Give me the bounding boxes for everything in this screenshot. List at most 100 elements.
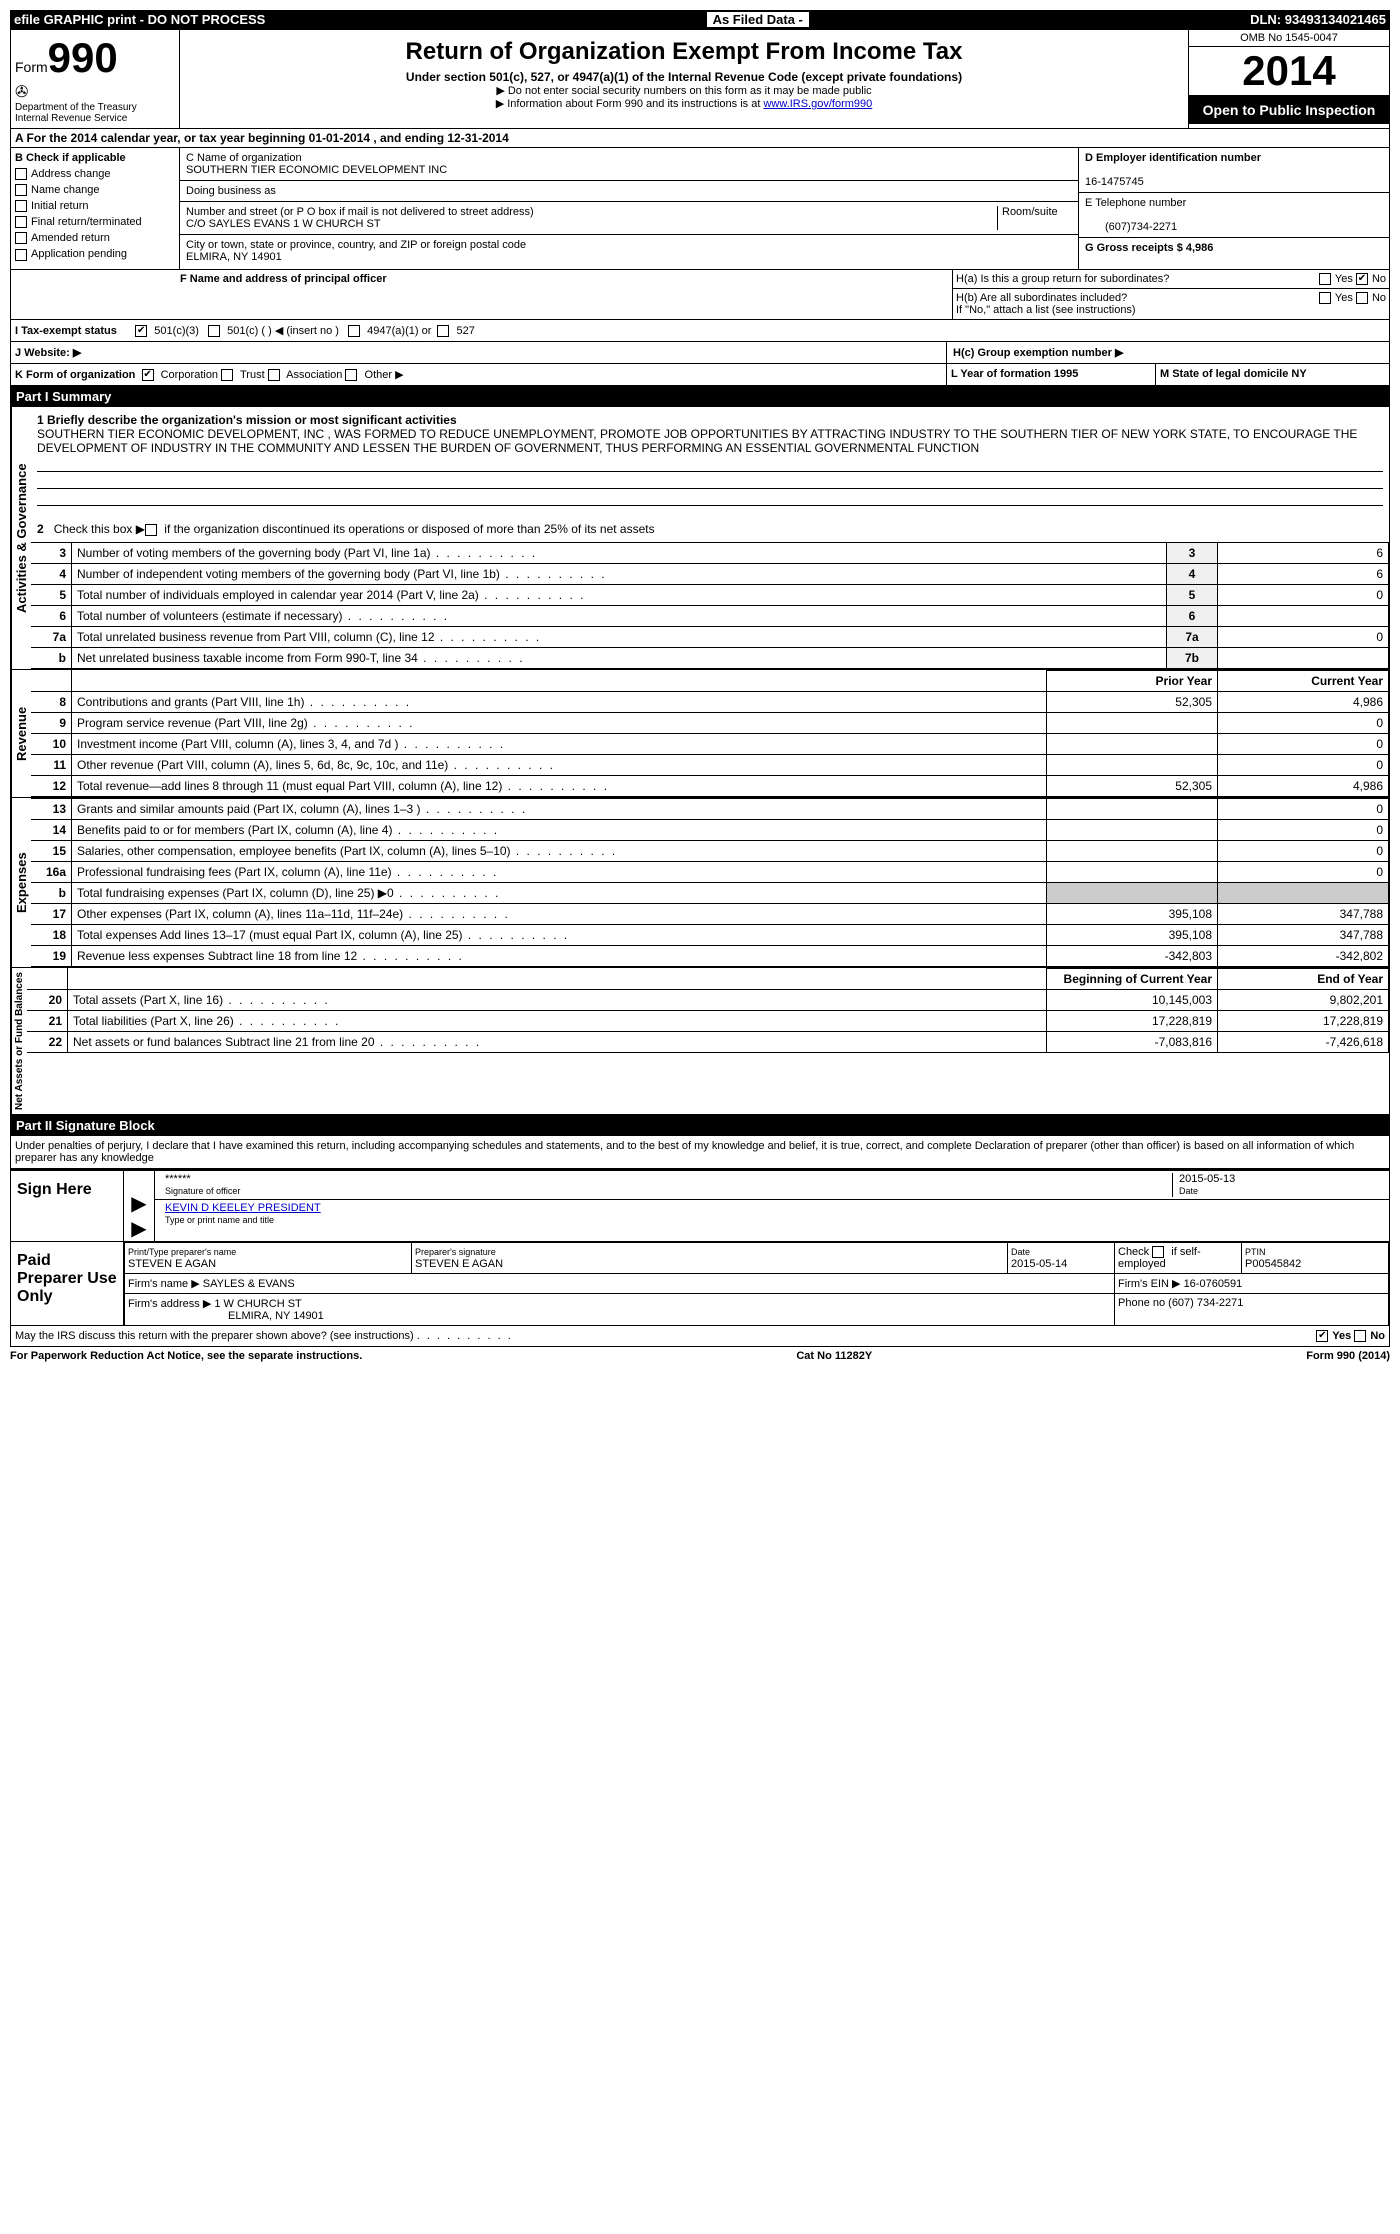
footer-mid: Cat No 11282Y: [796, 1350, 872, 1362]
no-1: No: [1372, 273, 1386, 285]
ein-label: D Employer identification number: [1085, 152, 1261, 164]
line-num: 18: [31, 924, 72, 945]
lbl-name: Name change: [31, 184, 100, 196]
line-num: 12: [31, 775, 72, 796]
form-subtitle: Under section 501(c), 527, or 4947(a)(1)…: [184, 70, 1184, 84]
col-c: C Name of organization SOUTHERN TIER ECO…: [180, 148, 1078, 269]
chk-initial[interactable]: [15, 200, 27, 212]
mission-q2: 2 Check this box ▶ if the organization d…: [37, 522, 655, 536]
chk-ha-yes[interactable]: [1319, 273, 1331, 285]
line-desc: Contributions and grants (Part VIII, lin…: [72, 691, 1047, 712]
prep-date-label: Date: [1011, 1247, 1030, 1257]
prep-name: STEVEN E AGAN: [128, 1258, 216, 1270]
revenue-lines: Prior Year Current Year8 Contributions a…: [31, 670, 1389, 797]
line-box: 7b: [1167, 647, 1218, 668]
line-num: 3: [31, 542, 72, 563]
chk-amended[interactable]: [15, 232, 27, 244]
row-k: K Form of organization ✔ Corporation Tru…: [10, 364, 1390, 386]
prior-val: 10,145,003: [1047, 989, 1218, 1010]
chk-self-emp[interactable]: [1152, 1246, 1164, 1258]
part1-header: Part I Summary: [10, 386, 1390, 407]
footer-left: For Paperwork Reduction Act Notice, see …: [10, 1350, 362, 1362]
ein-value: 16-1475745: [1085, 176, 1144, 188]
chk-hb-no[interactable]: [1356, 292, 1368, 304]
chk-assoc[interactable]: [268, 369, 280, 381]
line-desc: Total fundraising expenses (Part IX, col…: [72, 882, 1047, 903]
officer-name[interactable]: KEVIN D KEELEY PRESIDENT: [165, 1202, 321, 1214]
curr-val: 0: [1218, 798, 1389, 819]
chk-irs-yes[interactable]: ✔: [1316, 1330, 1328, 1342]
dba-label: Doing business as: [186, 185, 276, 197]
identity-grid: B Check if applicable Address change Nam…: [10, 148, 1390, 270]
curr-val: -7,426,618: [1218, 1031, 1389, 1052]
hc-label: H(c) Group exemption number ▶: [953, 347, 1123, 359]
perjury: Under penalties of perjury, I declare th…: [10, 1136, 1390, 1169]
chk-address[interactable]: [15, 168, 27, 180]
firm-addr: 1 W CHURCH ST: [214, 1298, 301, 1310]
vert-revenue: Revenue: [11, 670, 31, 797]
fh-row: F Name and address of principal officer …: [10, 270, 1390, 320]
curr-val: 9,802,201: [1218, 989, 1389, 1010]
firm-ein-l: Firm's EIN ▶: [1118, 1278, 1181, 1290]
chk-527[interactable]: [437, 325, 449, 337]
mission-q: 1 Briefly describe the organization's mi…: [37, 413, 457, 427]
prior-val: 17,228,819: [1047, 1010, 1218, 1031]
name-label: C Name of organization: [186, 152, 302, 164]
chk-final[interactable]: [15, 216, 27, 228]
firm-ein: 16-0760591: [1184, 1278, 1243, 1290]
line-desc: Revenue less expenses Subtract line 18 f…: [72, 945, 1047, 966]
summary-expenses: Expenses 13 Grants and similar amounts p…: [10, 797, 1390, 967]
col-d: D Employer identification number 16-1475…: [1078, 148, 1389, 269]
firm-addr-l: Firm's address ▶: [128, 1298, 211, 1310]
line-num: 19: [31, 945, 72, 966]
chk-pending[interactable]: [15, 249, 27, 261]
opt-501c3: 501(c)(3): [154, 325, 199, 337]
curr-val: 17,228,819: [1218, 1010, 1389, 1031]
chk-501c3[interactable]: ✔: [135, 325, 147, 337]
line-box: 5: [1167, 584, 1218, 605]
line-desc: Total unrelated business revenue from Pa…: [72, 626, 1167, 647]
yes-3: Yes: [1332, 1330, 1351, 1342]
arrow-line-2: ▶ Information about Form 990 and its ins…: [184, 97, 1184, 110]
chk-501c[interactable]: [208, 325, 220, 337]
line-desc: Total number of volunteers (estimate if …: [72, 605, 1167, 626]
col-header: End of Year: [1218, 968, 1389, 989]
line-num: 17: [31, 903, 72, 924]
chk-discontinued[interactable]: [145, 524, 157, 536]
line-num: 7a: [31, 626, 72, 647]
chk-irs-no[interactable]: [1354, 1330, 1366, 1342]
sig-of-label: Signature of officer: [165, 1186, 240, 1196]
prep-name-label: Print/Type preparer's name: [128, 1247, 236, 1257]
line-box: 3: [1167, 542, 1218, 563]
line-val: 0: [1218, 626, 1389, 647]
gross-receipts: G Gross receipts $ 4,986: [1085, 242, 1213, 254]
line-desc: Total assets (Part X, line 16): [68, 989, 1047, 1010]
mission-box: 1 Briefly describe the organization's mi…: [31, 407, 1389, 542]
line-box: 6: [1167, 605, 1218, 626]
opt-trust: Trust: [240, 369, 265, 381]
line-desc: Grants and similar amounts paid (Part IX…: [72, 798, 1047, 819]
sig-date: 2015-05-13: [1179, 1173, 1235, 1185]
prior-val: 395,108: [1047, 924, 1218, 945]
chk-other[interactable]: [345, 369, 357, 381]
prior-val: [1047, 798, 1218, 819]
irs-link[interactable]: www.IRS.gov/form990: [763, 98, 872, 110]
arrow-line-1: ▶ Do not enter social security numbers o…: [184, 84, 1184, 97]
top-left: efile GRAPHIC print - DO NOT PROCESS: [14, 12, 265, 27]
curr-val: 0: [1218, 754, 1389, 775]
line-num: 5: [31, 584, 72, 605]
line-num: 6: [31, 605, 72, 626]
chk-trust[interactable]: [221, 369, 233, 381]
row-l: L Year of formation 1995: [951, 368, 1078, 380]
addr-label: Number and street (or P O box if mail is…: [186, 206, 534, 218]
chk-ha-no[interactable]: ✔: [1356, 273, 1368, 285]
chk-4947[interactable]: [348, 325, 360, 337]
chk-name[interactable]: [15, 184, 27, 196]
curr-val: 347,788: [1218, 924, 1389, 945]
firm-name-l: Firm's name ▶: [128, 1278, 200, 1290]
chk-hb-yes[interactable]: [1319, 292, 1331, 304]
line-desc: Number of voting members of the governin…: [72, 542, 1167, 563]
chk-corp[interactable]: ✔: [142, 369, 154, 381]
row-i-label: I Tax-exempt status: [15, 325, 117, 337]
line-desc: Salaries, other compensation, employee b…: [72, 840, 1047, 861]
